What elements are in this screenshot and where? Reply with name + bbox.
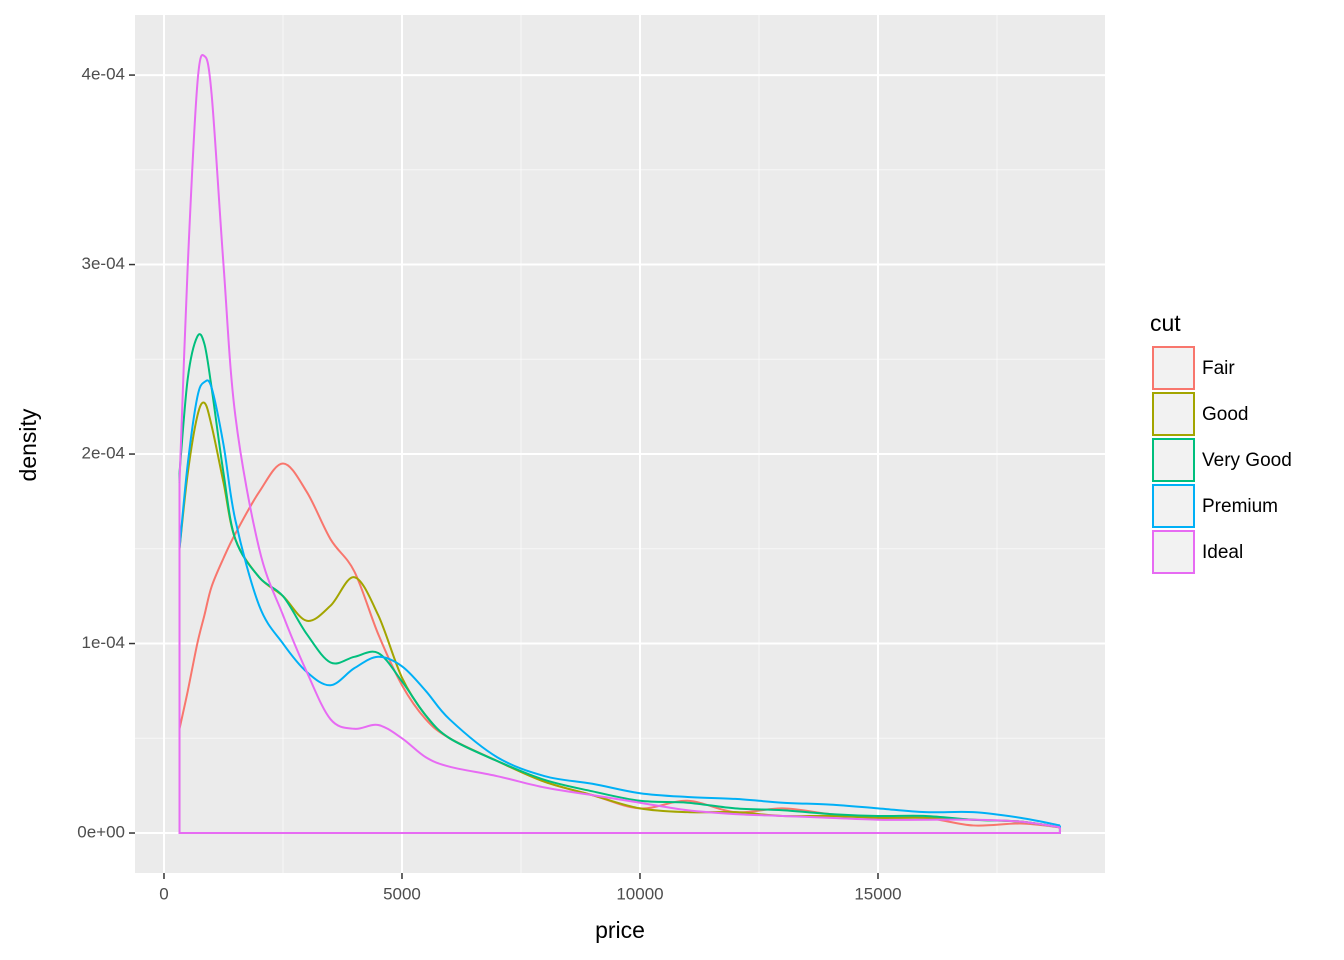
y-tick-label: 3e-04 [82,254,125,273]
legend-label: Ideal [1202,542,1243,563]
y-axis-title: density [15,408,41,481]
legend-title: cut [1150,310,1181,336]
x-axis-title: price [595,917,645,943]
legend-label: Very Good [1202,450,1292,471]
legend-key [1152,438,1195,482]
y-tick-label: 1e-04 [82,633,125,652]
panel [135,15,1105,873]
legend-label: Premium [1202,496,1278,517]
x-tick-label: 10000 [616,884,663,903]
y-tick-label: 2e-04 [82,444,125,463]
density-outline [178,482,1061,835]
density-line [178,333,1061,829]
x-tick-label: 15000 [854,884,901,903]
legend-key [1152,392,1195,436]
legend-key [1152,346,1195,390]
density-line [178,379,1061,827]
y-tick-label: 4e-04 [82,65,125,84]
legend-label: Fair [1202,358,1235,379]
legend-key [1152,530,1195,574]
y-tick-label: 0e+00 [77,823,125,842]
legend-key [1152,484,1195,528]
x-tick-label: 0 [159,884,168,903]
density-line [178,54,1061,829]
legend-label: Good [1202,404,1248,425]
x-tick-label: 5000 [383,884,421,903]
